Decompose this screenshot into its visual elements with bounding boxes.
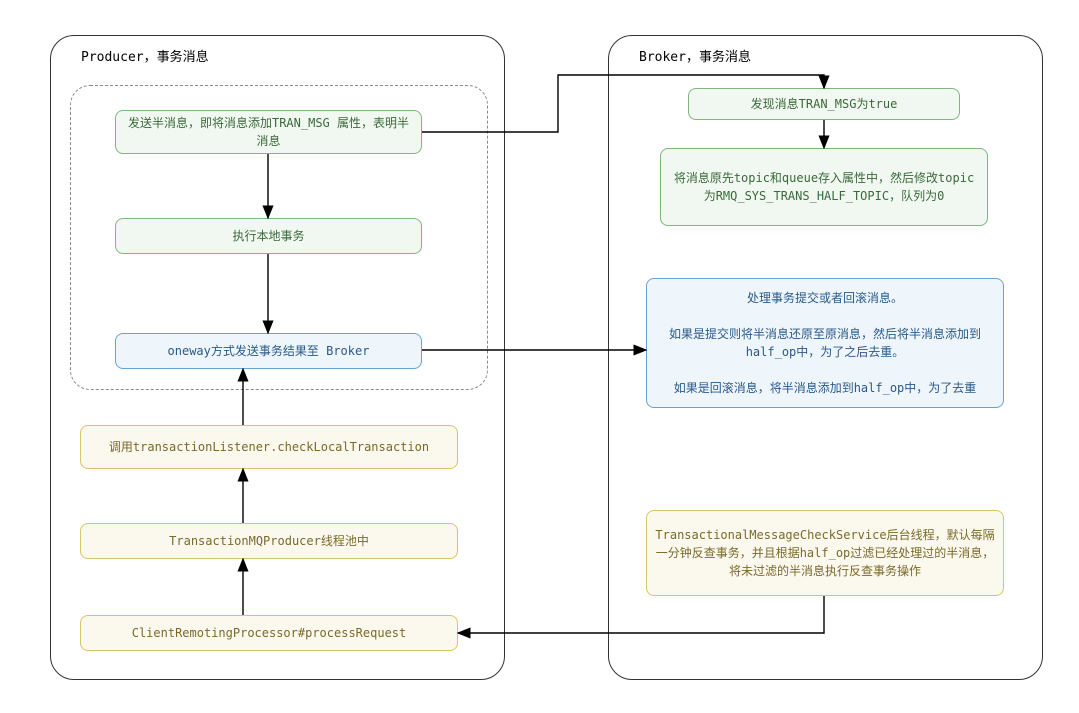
node-label: 处理事务提交或者回滚消息。 如果是提交则将半消息还原至原消息，然后将半消息添加到…: [655, 289, 995, 397]
node-label: 发送半消息，即将消息添加TRAN_MSG 属性，表明半消息: [124, 114, 413, 150]
node-check-local-txn: 调用transactionListener.checkLocalTransact…: [80, 425, 458, 469]
node-store-topic-queue: 将消息原先topic和queue存入属性中，然后修改topic为RMQ_SYS_…: [660, 148, 988, 226]
producer-title: Producer，事务消息: [81, 46, 209, 65]
node-label: ClientRemotingProcessor#processRequest: [132, 624, 407, 642]
node-exec-local-txn: 执行本地事务: [115, 218, 422, 254]
node-label: 执行本地事务: [232, 227, 304, 245]
node-handle-commit-rollback: 处理事务提交或者回滚消息。 如果是提交则将半消息还原至原消息，然后将半消息添加到…: [646, 278, 1004, 408]
broker-title: Broker，事务消息: [639, 46, 751, 65]
node-send-half-message: 发送半消息，即将消息添加TRAN_MSG 属性，表明半消息: [115, 110, 422, 154]
node-client-remoting-processor: ClientRemotingProcessor#processRequest: [80, 615, 458, 651]
node-detect-tran-msg: 发现消息TRAN_MSG为true: [688, 88, 960, 120]
node-producer-threadpool: TransactionMQProducer线程池中: [80, 523, 458, 559]
node-oneway-send: oneway方式发送事务结果至 Broker: [115, 333, 422, 369]
node-label: oneway方式发送事务结果至 Broker: [168, 342, 370, 360]
node-label: 调用transactionListener.checkLocalTransact…: [109, 438, 429, 456]
node-txn-check-service: TransactionalMessageCheckService后台线程，默认每…: [646, 510, 1004, 596]
node-label: 将消息原先topic和queue存入属性中，然后修改topic为RMQ_SYS_…: [669, 169, 979, 205]
node-label: TransactionMQProducer线程池中: [169, 532, 369, 550]
node-label: 发现消息TRAN_MSG为true: [751, 95, 898, 113]
node-label: TransactionalMessageCheckService后台线程，默认每…: [655, 526, 995, 580]
